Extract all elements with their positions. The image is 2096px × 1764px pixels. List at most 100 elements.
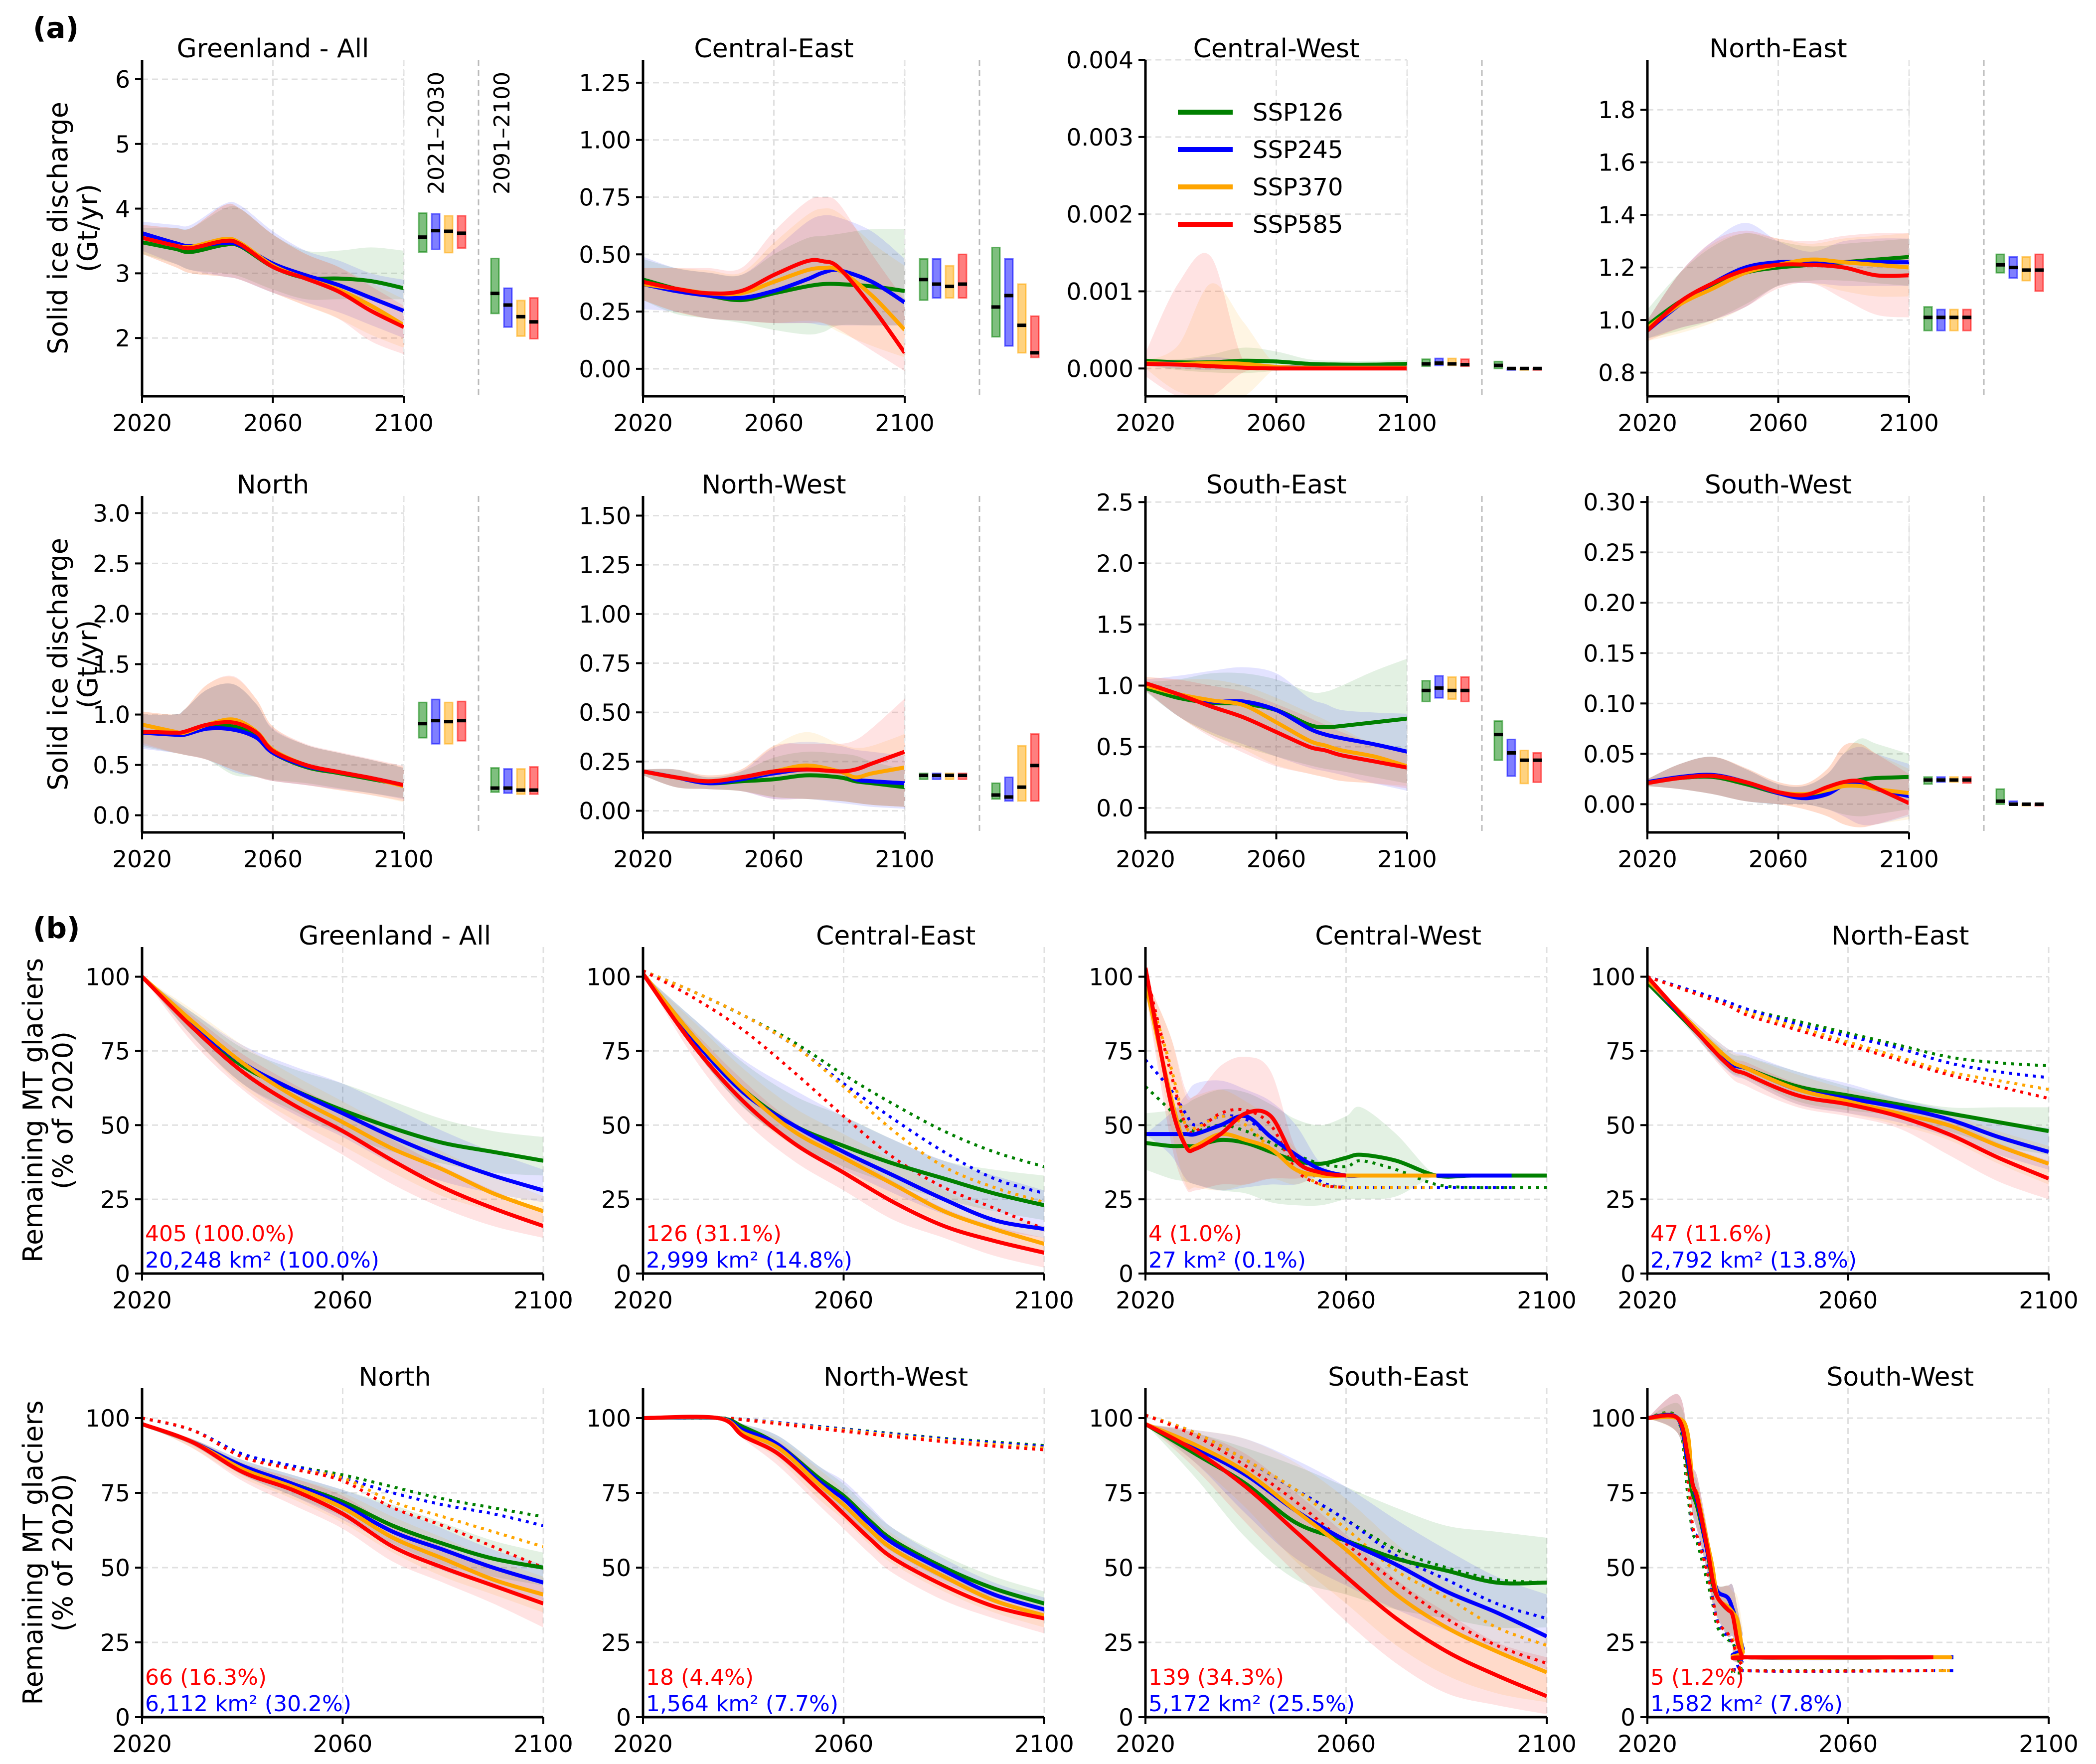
period-median-mark (1030, 764, 1039, 768)
subplot-a-central-east: 0.00 0.25 0.50 0.75 1.00 1.25 2020 2060 2100 Cent… (579, 34, 1040, 437)
y-tick-label: 75 (601, 1038, 631, 1065)
x-tick-label: 2100 (374, 410, 434, 437)
y-tick-label: 0.00 (579, 798, 631, 825)
y-tick-label: 0.000 (1066, 355, 1133, 383)
glacier-area-annotation: 1,582 km² (7.8%) (1650, 1691, 1843, 1717)
glacier-count-annotation: 126 (31.1%) (646, 1221, 782, 1247)
y-tick-label: 25 (100, 1629, 130, 1657)
period-range-bar-ssp245 (1004, 258, 1014, 347)
subplot-b-north-east: 0 25 50 75 100 2020 2060 2100 North-East 47 (11.6… (1591, 921, 2079, 1314)
x-tick-label: 2060 (1749, 410, 1808, 437)
period-range-bar-ssp370 (444, 215, 454, 254)
median-line-ssp245 (643, 972, 1044, 1231)
median-line-ssp585 (643, 1415, 1044, 1620)
period-median-mark (418, 235, 427, 239)
period-range-bar-ssp126 (490, 767, 500, 793)
period-median-mark (1936, 778, 1945, 782)
median-line-ssp585 (643, 972, 1044, 1255)
uncertainty-band-ssp585 (1647, 742, 1909, 827)
period-median-mark (919, 278, 928, 282)
subplot-a-north-east: 0.8 1.0 1.2 1.4 1.6 1.8 2020 2060 2100 North-East (1598, 34, 2044, 437)
median-line-ssp370 (1647, 978, 2049, 1166)
y-tick-label: 100 (586, 1405, 631, 1433)
y-tick-label: 100 (85, 964, 130, 991)
plot-area (1145, 1414, 1547, 1714)
y-tick-label: 25 (1606, 1629, 1635, 1657)
median-line-ssp370 (142, 975, 543, 1213)
dotted-line-ssp126 (1145, 1414, 1547, 1584)
glacier-area-annotation: 5,172 km² (25.5%) (1148, 1691, 1355, 1717)
period-range-bar-ssp126 (418, 212, 428, 253)
glacier-area-annotation: 1,564 km² (7.7%) (646, 1691, 838, 1717)
x-tick-label: 2100 (1014, 1287, 1074, 1314)
subplot-b-north: 0 25 50 75 100 2020 2060 2100 North Remaining MT … (17, 1362, 573, 1758)
period-median-mark (431, 719, 440, 723)
legend-label-ssp370: SSP370 (1253, 173, 1343, 201)
median-line-ssp585 (1647, 262, 1909, 332)
y-axis-label-line: (Gt/yr) (72, 620, 104, 709)
x-tick-label: 2020 (1116, 1731, 1175, 1758)
period-median-mark (2035, 802, 2044, 806)
period-range-bar-ssp126 (490, 258, 500, 315)
subplot-title: Central-West (1193, 34, 1360, 64)
y-tick-label: 0.003 (1066, 124, 1133, 152)
period-median-mark (503, 786, 512, 790)
period-median-mark (490, 292, 499, 296)
period-median-mark (1004, 294, 1013, 298)
period-median-mark (2035, 268, 2044, 272)
plot-area (142, 1417, 543, 1627)
subplot-title: South-West (1826, 1362, 1974, 1392)
dotted-line-ssp585 (1647, 975, 2049, 1100)
y-tick-label: 75 (1606, 1038, 1635, 1065)
period-range-bar-ssp126 (991, 247, 1001, 338)
y-tick-label: 0 (1620, 1704, 1635, 1732)
x-tick-label: 2100 (1517, 1731, 1577, 1758)
y-tick-label: 3 (115, 260, 130, 288)
x-tick-label: 2020 (112, 410, 172, 437)
y-tick-label: 25 (1104, 1629, 1133, 1657)
y-tick-label: 1.0 (1598, 307, 1635, 334)
x-tick-label: 2100 (1517, 1287, 1577, 1314)
period-median-mark (1507, 751, 1516, 755)
x-tick-label: 2060 (243, 410, 303, 437)
period-median-mark (1435, 686, 1444, 690)
uncertainty-band-ssp245 (1145, 1080, 1512, 1191)
period-median-mark (991, 305, 1000, 309)
y-tick-label: 0.002 (1066, 201, 1133, 229)
period-median-mark (457, 719, 466, 723)
subplot-title: Central-East (694, 34, 853, 64)
x-tick-label: 2100 (1879, 846, 1939, 873)
median-line-ssp370 (1145, 1422, 1547, 1674)
period-range-bar-ssp585 (1962, 309, 1972, 331)
period-median-mark (457, 231, 466, 235)
period-median-mark (1924, 316, 1933, 320)
period-median-mark (529, 788, 538, 792)
y-tick-label: 0.20 (1583, 590, 1635, 617)
y-axis-label-line: Remaining MT glaciers (17, 958, 49, 1263)
y-tick-label: 25 (601, 1629, 631, 1657)
uncertainty-band-ssp585 (643, 196, 905, 371)
uncertainty-band-ssp370 (142, 203, 404, 348)
dotted-line-ssp370 (1145, 982, 1437, 1189)
subplot-title: North-West (702, 470, 846, 500)
uncertainty-band-ssp585 (1145, 1424, 1547, 1714)
uncertainty-band-ssp370 (1647, 233, 1909, 341)
legend-label-ssp126: SSP126 (1253, 99, 1343, 127)
subplot-a-north-west: 0.00 0.25 0.50 0.75 1.00 1.25 1.50 2020 2060 2100… (579, 470, 1040, 873)
y-tick-label: 0 (115, 1704, 130, 1732)
period-range-bar-ssp370 (1519, 750, 1529, 785)
dotted-line-ssp245 (1647, 975, 2049, 1079)
median-line-ssp585 (1647, 774, 1909, 805)
y-tick-label: 1.2 (1598, 255, 1635, 282)
median-line-ssp245 (643, 268, 905, 305)
y-tick-label: 100 (85, 1405, 130, 1433)
y-tick-label: 0.004 (1066, 47, 1133, 74)
period-median-mark (2022, 802, 2031, 806)
y-tick-label: 0 (1620, 1261, 1635, 1288)
x-tick-label: 2020 (613, 410, 673, 437)
subplot-title: Central-East (816, 921, 975, 951)
median-line-ssp585 (142, 236, 404, 329)
period-range-bar-ssp370 (1017, 283, 1027, 354)
uncertainty-band-ssp126 (1647, 738, 1909, 816)
subplot-a-south-east: 0.0 0.5 1.0 1.5 2.0 2.5 2020 2060 2100 South-East (1096, 470, 1542, 873)
